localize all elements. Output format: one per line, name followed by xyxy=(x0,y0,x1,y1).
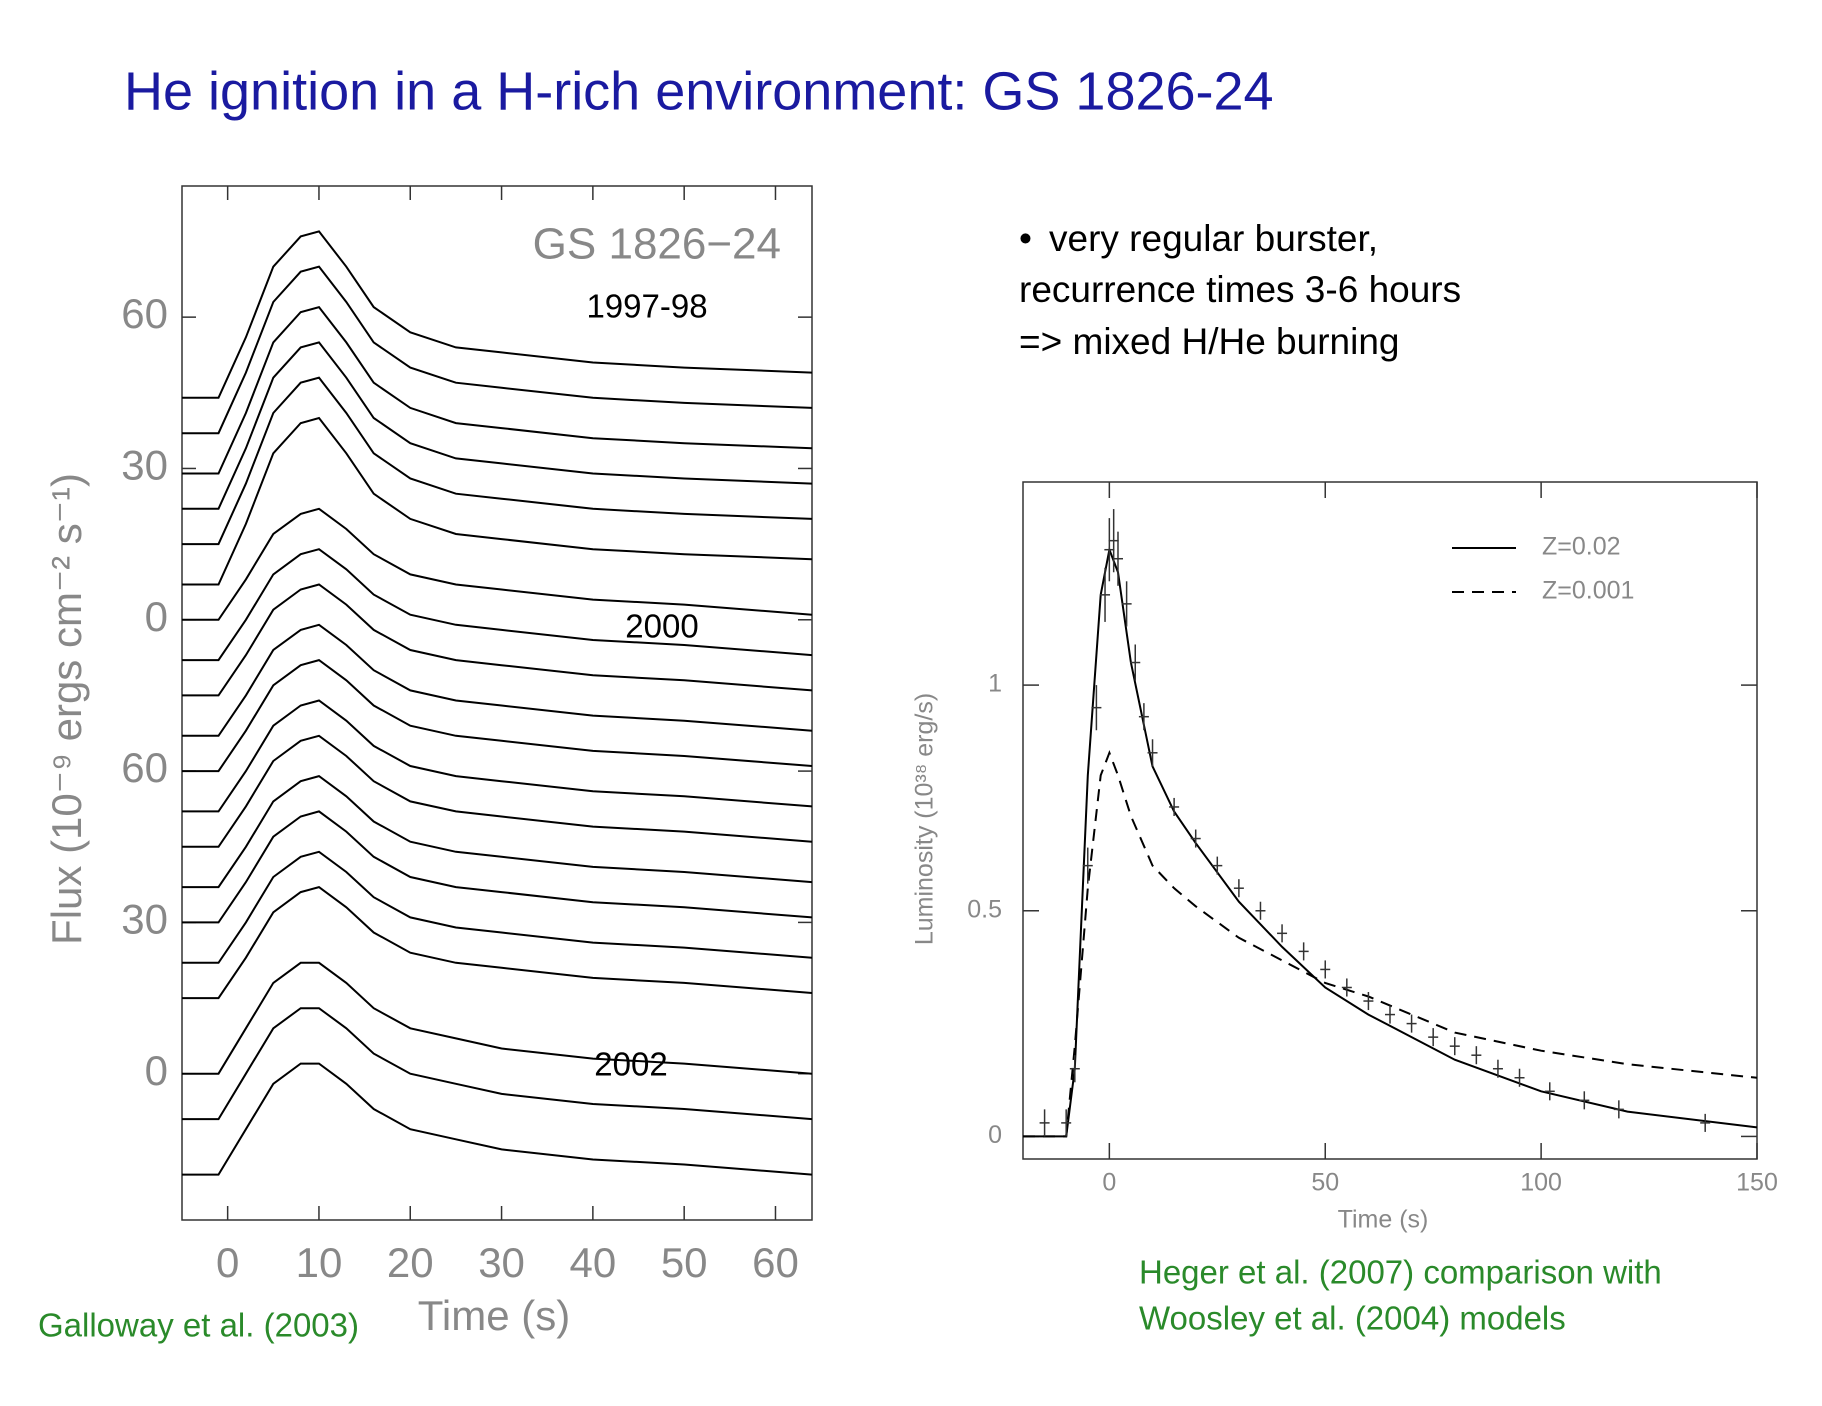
y-axis-label: Flux (10⁻⁹ ergs cm⁻² s⁻¹) xyxy=(43,473,90,945)
series-line xyxy=(182,1007,812,1121)
series-line xyxy=(182,623,812,737)
x-tick-label: 10 xyxy=(296,1239,343,1286)
x-tick-label: 0 xyxy=(216,1239,239,1286)
series-line xyxy=(182,507,812,621)
y-axis-label: Luminosity (10³⁸ erg/s) xyxy=(911,693,939,945)
y-tick-label: 0.5 xyxy=(967,895,1002,923)
series-line xyxy=(182,416,812,586)
plot-frame xyxy=(1022,481,1758,1160)
x-tick-label: 0 xyxy=(1102,1169,1116,1197)
series-line xyxy=(182,1062,812,1176)
bullet-text: => mixed H/He burning xyxy=(1019,321,1399,362)
series-line xyxy=(1023,546,1757,1138)
y-tick-label: 60 xyxy=(121,744,168,791)
x-tick-label: 50 xyxy=(661,1239,708,1286)
series-line xyxy=(182,886,812,1000)
annotation: GS 1826−24 xyxy=(533,220,781,269)
y-tick-label: 60 xyxy=(121,290,168,337)
annotation: 2000 xyxy=(625,608,698,645)
annotation: 2002 xyxy=(594,1046,667,1083)
caption: Woosley et al. (2004) models xyxy=(1139,1300,1566,1337)
bullet-text: recurrence times 3-6 hours xyxy=(1019,269,1461,310)
y-tick-label: 0 xyxy=(988,1121,1002,1149)
plot: 0 50 100 150 0 0.5 1 Time (s) Luminosity (10³⁸ e… xyxy=(911,481,1778,1234)
series-line xyxy=(182,775,812,889)
series-line xyxy=(182,583,812,697)
legend-label: Z=0.02 xyxy=(1542,533,1621,561)
x-tick-label: 100 xyxy=(1520,1169,1562,1197)
y-tick-label: 0 xyxy=(145,593,168,640)
x-tick-label: 50 xyxy=(1311,1169,1339,1197)
series-line xyxy=(182,341,812,510)
plot-frame xyxy=(181,185,813,1221)
y-tick-label: 0 xyxy=(145,1047,168,1094)
series-line xyxy=(182,305,812,475)
y-tick-label: 30 xyxy=(121,442,168,489)
series-line xyxy=(182,548,812,662)
series-line xyxy=(182,961,812,1075)
annotation: 1997-98 xyxy=(586,288,707,325)
plot: 0 10 20 30 40 50 60 0 30 60 0 30 60 Time (s) Flux (10⁻… xyxy=(43,185,813,1339)
x-tick-label: 20 xyxy=(387,1239,434,1286)
caption: Heger et al. (2007) comparison with xyxy=(1139,1254,1662,1291)
caption: Galloway et al. (2003) xyxy=(38,1307,359,1344)
series-line xyxy=(182,659,812,773)
x-tick-label: 40 xyxy=(570,1239,617,1286)
series-line xyxy=(1023,750,1757,1138)
bullet-dot: • xyxy=(1019,218,1032,259)
series-line xyxy=(182,734,812,848)
series-line xyxy=(182,850,812,964)
y-tick-label: 1 xyxy=(988,670,1002,698)
legend-label: Z=0.001 xyxy=(1542,577,1634,605)
series-line xyxy=(182,265,812,435)
y-tick-label: 30 xyxy=(121,896,168,943)
slide-title: He ignition in a H-rich environment: GS … xyxy=(124,61,1274,121)
series-line xyxy=(182,376,812,546)
series-line xyxy=(182,810,812,924)
x-tick-label: 30 xyxy=(478,1239,525,1286)
series-line xyxy=(182,230,812,399)
x-axis-label: Time (s) xyxy=(1338,1206,1429,1234)
x-axis-label: Time (s) xyxy=(418,1292,570,1339)
bullet-text: very regular burster, xyxy=(1049,218,1378,259)
series-line xyxy=(182,699,812,813)
x-tick-label: 150 xyxy=(1736,1169,1778,1197)
x-tick-label: 60 xyxy=(752,1239,799,1286)
